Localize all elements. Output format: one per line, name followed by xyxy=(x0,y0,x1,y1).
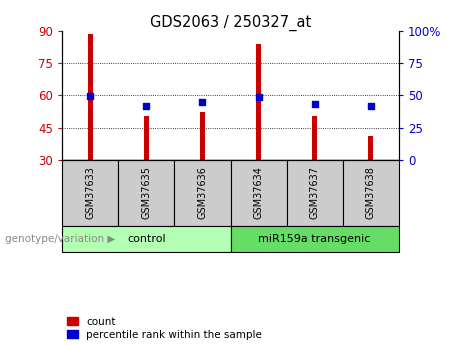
Legend: count, percentile rank within the sample: count, percentile rank within the sample xyxy=(67,317,262,340)
Text: GSM37637: GSM37637 xyxy=(310,167,319,219)
Text: GSM37633: GSM37633 xyxy=(85,167,95,219)
Point xyxy=(142,103,150,109)
Text: GSM37635: GSM37635 xyxy=(142,167,151,219)
Title: GDS2063 / 250327_at: GDS2063 / 250327_at xyxy=(150,15,311,31)
Point xyxy=(255,94,262,99)
Bar xyxy=(62,160,118,226)
Bar xyxy=(144,116,148,160)
Bar xyxy=(343,160,399,226)
Bar xyxy=(230,160,287,226)
Bar xyxy=(62,226,230,252)
Text: GSM37638: GSM37638 xyxy=(366,167,376,219)
Text: GSM37636: GSM37636 xyxy=(197,167,207,219)
Bar xyxy=(368,136,373,160)
Text: control: control xyxy=(127,234,165,244)
Bar xyxy=(200,111,205,160)
Bar xyxy=(256,44,261,160)
Text: miR159a transgenic: miR159a transgenic xyxy=(259,234,371,244)
Point xyxy=(367,104,374,109)
Text: GSM37634: GSM37634 xyxy=(254,167,264,219)
Point xyxy=(311,101,318,107)
Point xyxy=(87,93,94,99)
Bar xyxy=(313,116,317,160)
Bar xyxy=(174,160,230,226)
Bar xyxy=(118,160,174,226)
Bar xyxy=(287,160,343,226)
Text: genotype/variation ▶: genotype/variation ▶ xyxy=(5,234,115,244)
Point xyxy=(199,99,206,105)
Bar xyxy=(230,226,399,252)
Bar xyxy=(88,34,93,160)
